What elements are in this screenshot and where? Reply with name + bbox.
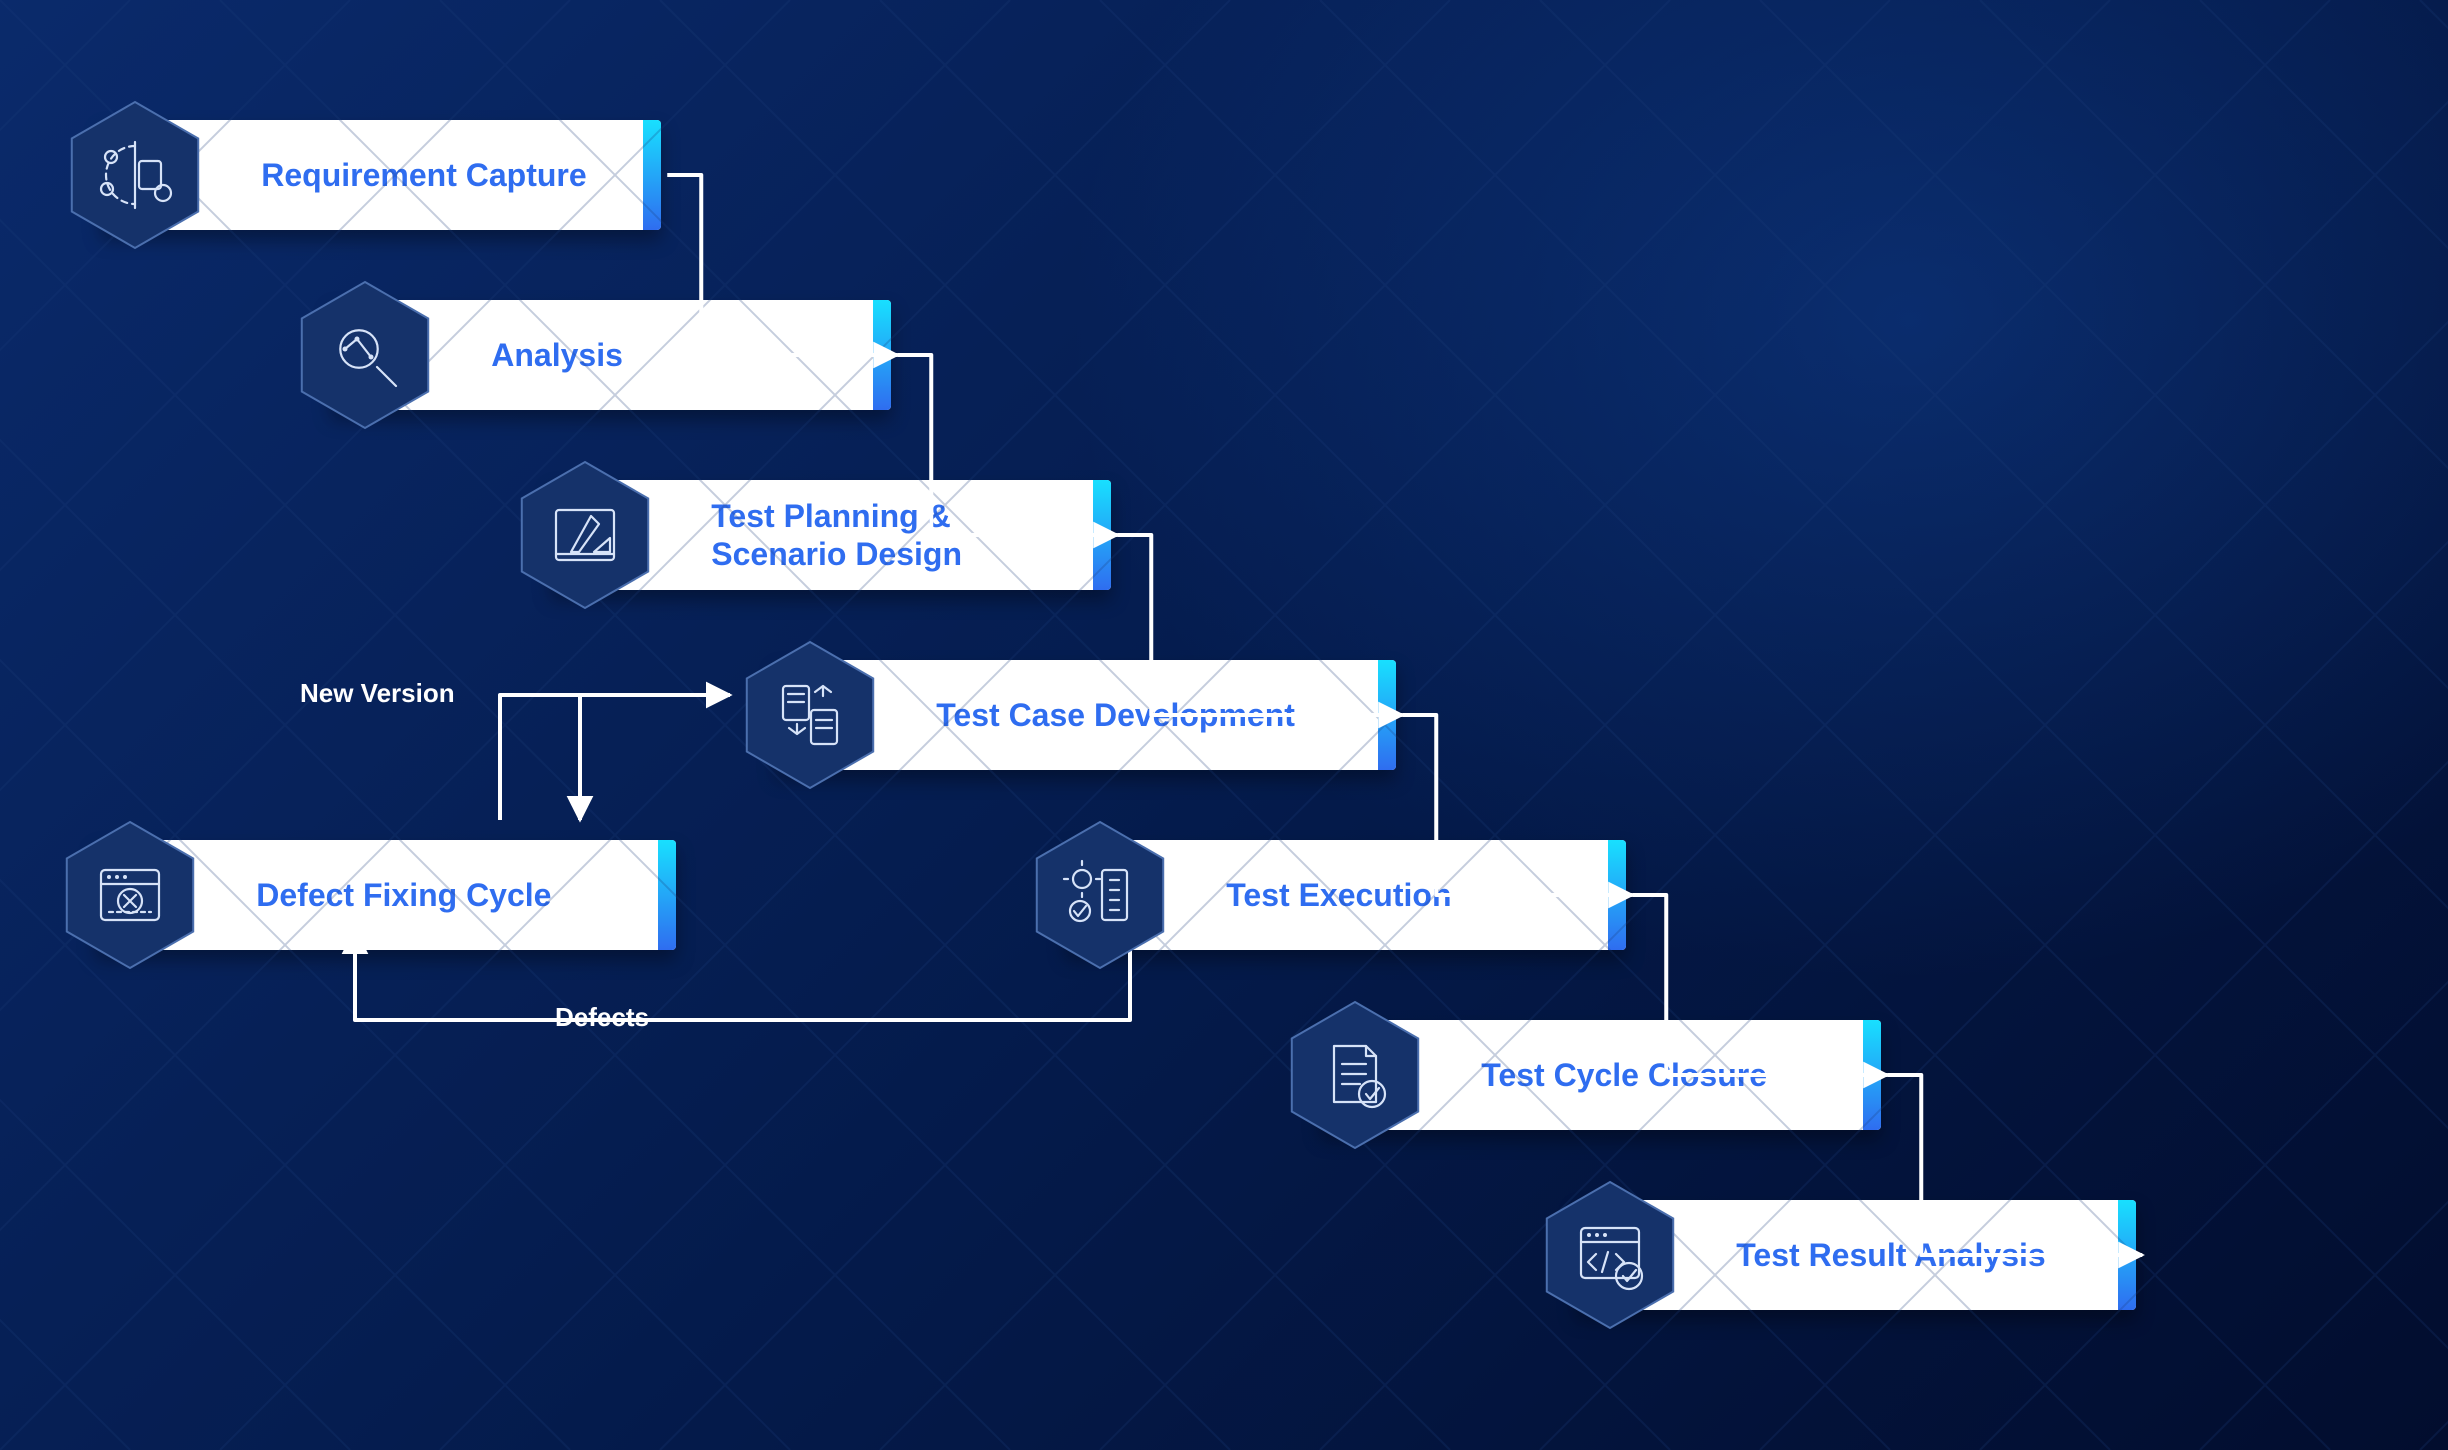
edge-label: New Version xyxy=(300,678,455,709)
hex-fix xyxy=(55,820,205,970)
doc-check-icon xyxy=(1316,1036,1394,1114)
card-accent xyxy=(1093,480,1111,590)
gear-brain-icon xyxy=(96,136,174,214)
blueprint-icon xyxy=(546,496,624,574)
card-accent xyxy=(658,840,676,950)
hex-plan xyxy=(510,460,660,610)
documents-icon xyxy=(771,676,849,754)
diagram-stage: Requirement Capture Analysis Test Planni… xyxy=(0,0,2448,1450)
edge-label: Defects xyxy=(555,1002,649,1033)
card-accent xyxy=(2118,1200,2136,1310)
card-accent xyxy=(1863,1020,1881,1130)
hex-dev xyxy=(735,640,885,790)
process-icon xyxy=(1061,856,1139,934)
hex-req xyxy=(60,100,210,250)
hex-ana xyxy=(290,280,440,430)
code-check-icon xyxy=(1571,1216,1649,1294)
hex-res xyxy=(1535,1180,1685,1330)
hex-exec xyxy=(1025,820,1175,970)
magnifier-icon xyxy=(326,316,404,394)
card-accent xyxy=(643,120,661,230)
browser-x-icon xyxy=(91,856,169,934)
card-accent xyxy=(873,300,891,410)
card-accent xyxy=(1608,840,1626,950)
card-accent xyxy=(1378,660,1396,770)
hex-close xyxy=(1280,1000,1430,1150)
